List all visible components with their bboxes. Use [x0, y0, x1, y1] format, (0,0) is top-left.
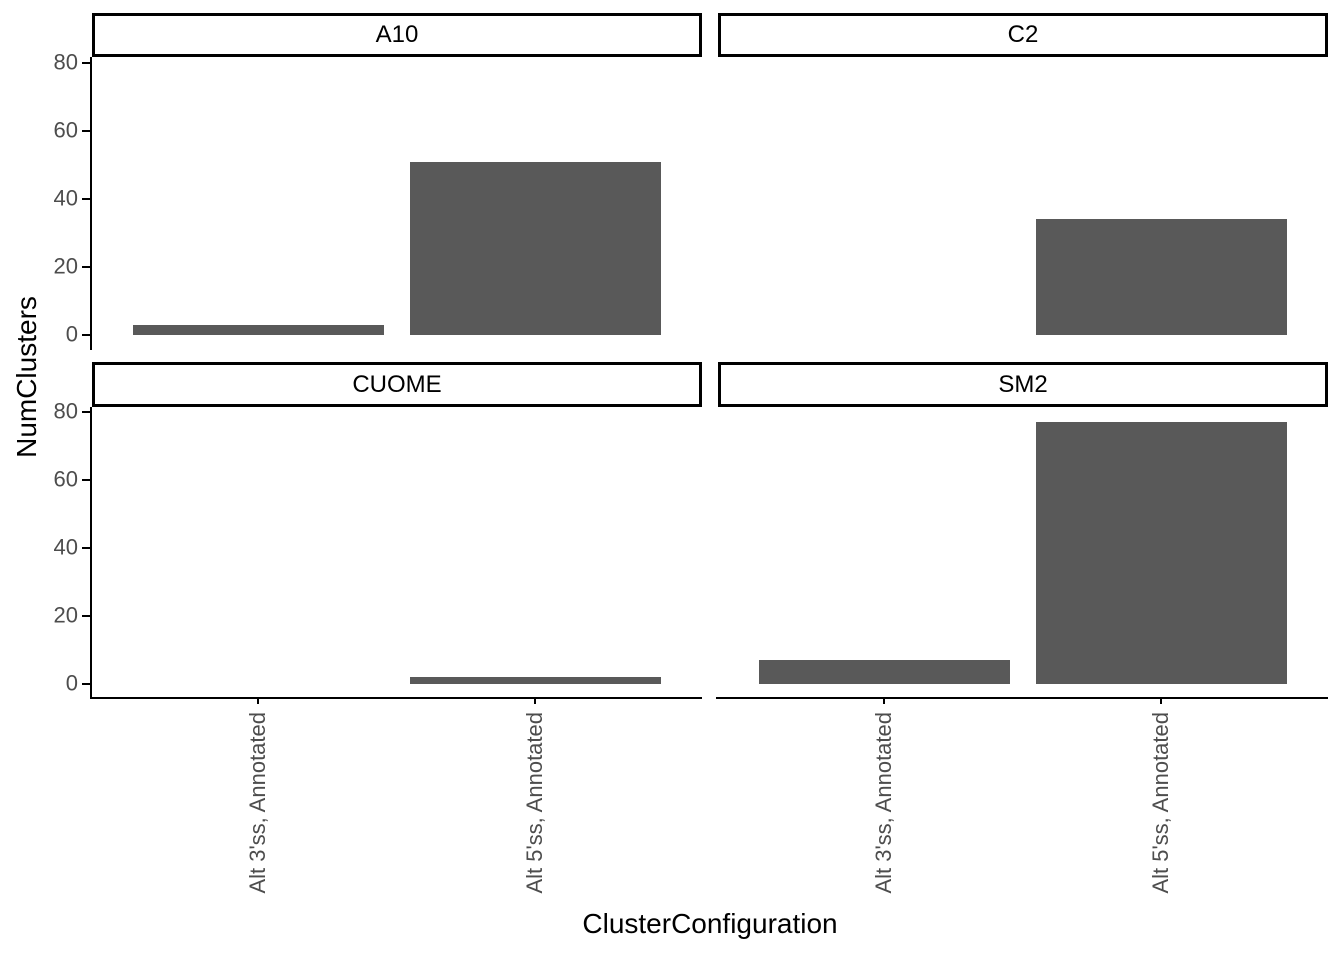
- y-axis-tick: [82, 479, 90, 481]
- bar-alt-5-ss-annotated: [1035, 219, 1287, 335]
- y-axis-tick-label: 80: [53, 398, 78, 424]
- facet-panel-cuome: 0 20 40 60 80 Alt 3'ss, Annotated Alt 5'ss, An…: [54, 398, 702, 894]
- y-axis-tick-label: 0: [65, 670, 78, 696]
- y-axis-tick: [82, 198, 90, 200]
- y-axis-line: [90, 407, 92, 699]
- facet-panel-sm2: Alt 3'ss, Annotated Alt 5'ss, Annotated: [716, 407, 1328, 894]
- y-axis-tick: [82, 683, 90, 685]
- x-axis-tick: [883, 697, 885, 704]
- x-axis-tick-label: Alt 3'ss, Annotated: [871, 712, 896, 894]
- x-axis-line: [90, 697, 702, 699]
- facet-strip-label: CUOME: [352, 370, 442, 398]
- x-axis-tick: [1160, 697, 1162, 704]
- x-axis-tick-label: Alt 5'ss, Annotated: [1148, 712, 1173, 894]
- y-axis-tick-label: 20: [53, 253, 78, 279]
- bar-alt-5-ss-annotated: [409, 677, 661, 684]
- x-axis-tick-label: Alt 3'ss, Annotated: [245, 712, 270, 894]
- x-axis-tick: [534, 697, 536, 704]
- facet-strip-c2: C2: [718, 13, 1328, 57]
- y-axis-tick: [82, 62, 90, 64]
- facet-strip-cuome: CUOME: [92, 362, 702, 407]
- facet-strip-label: SM2: [998, 370, 1048, 398]
- y-axis-tick-label: 40: [53, 534, 78, 560]
- bar-alt-3-ss-annotated: [132, 325, 384, 335]
- y-axis-line: [90, 57, 92, 350]
- x-axis-title: ClusterConfiguration: [582, 908, 838, 939]
- bar-alt-5-ss-annotated: [1035, 422, 1287, 684]
- y-axis-tick: [82, 130, 90, 132]
- x-axis-tick-label: Alt 5'ss, Annotated: [522, 712, 547, 894]
- y-axis-tick: [82, 615, 90, 617]
- x-axis-tick: [257, 697, 259, 704]
- y-axis-tick-label: 20: [53, 602, 78, 628]
- y-axis-tick-label: 60: [53, 117, 78, 143]
- y-axis-tick: [82, 411, 90, 413]
- facet-panel-c2: [718, 57, 1328, 348]
- y-axis-tick: [82, 334, 90, 336]
- facet-strip-a10: A10: [92, 13, 702, 57]
- y-axis-tick-label: 0: [65, 321, 78, 347]
- facet-strip-sm2: SM2: [718, 362, 1328, 407]
- bar-alt-5-ss-annotated: [409, 162, 661, 335]
- y-axis-title: NumClusters: [11, 296, 42, 458]
- facet-panel-a10: 0 20 40 60 80: [54, 49, 702, 350]
- y-axis-tick: [82, 547, 90, 549]
- y-axis-tick: [82, 266, 90, 268]
- facet-strip-label: C2: [1007, 21, 1039, 48]
- y-axis-tick-label: 80: [53, 49, 78, 75]
- facet-strip-label: A10: [375, 21, 419, 48]
- x-axis-line: [716, 697, 1328, 699]
- y-axis-tick-label: 40: [53, 185, 78, 211]
- y-axis-tick-label: 60: [53, 466, 78, 492]
- bar-alt-3-ss-annotated: [758, 660, 1010, 684]
